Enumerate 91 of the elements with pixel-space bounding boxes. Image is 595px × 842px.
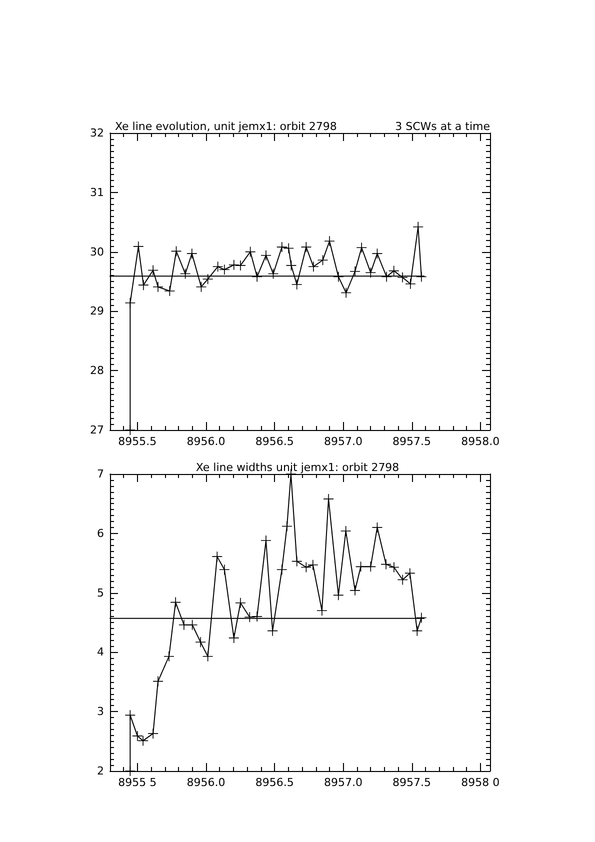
point (219, 564, 230, 575)
point (416, 612, 426, 623)
y-tick-label: 3 (97, 705, 104, 718)
point (186, 248, 197, 259)
chart-title: Xe line widths unit jemx1: orbit 2798 (196, 461, 400, 474)
point (125, 766, 136, 776)
point (268, 626, 278, 636)
y-tick-label: 29 (90, 304, 104, 318)
point (308, 560, 318, 570)
point (333, 272, 344, 282)
point (138, 280, 148, 290)
point (228, 260, 239, 270)
chart-title: Xe line evolution, unit jemx1: orbit 2798 (115, 120, 337, 133)
point (372, 522, 382, 532)
point (228, 632, 239, 643)
x-tick-label: 8955 5 (118, 776, 157, 789)
point (388, 562, 399, 572)
point (382, 272, 392, 282)
point (416, 272, 426, 282)
x-tick-label: 8956.0 (186, 435, 226, 448)
point (318, 255, 328, 266)
x-tick-label: 8956.0 (186, 776, 226, 789)
y-tick-label: 4 (97, 646, 104, 659)
point (125, 298, 136, 308)
point (235, 598, 246, 608)
point (212, 262, 223, 272)
y-tick-label: 32 (90, 126, 104, 140)
chart-subtitle: 3 SCWs at a time (395, 120, 490, 133)
y-tick-label: 27 (90, 424, 104, 436)
point (282, 521, 292, 532)
point (196, 637, 206, 648)
point (341, 288, 352, 298)
point (202, 274, 213, 284)
point (212, 552, 222, 562)
point (133, 241, 144, 252)
point (202, 651, 213, 662)
point (308, 262, 318, 272)
point (381, 559, 392, 570)
point (366, 268, 376, 278)
x-tick-label: 8957.0 (324, 776, 362, 789)
x-tick-label: 8958.0 (461, 435, 500, 448)
point (164, 286, 175, 296)
point (153, 282, 164, 292)
y-tick-label: 7 (97, 468, 104, 480)
point (333, 590, 344, 600)
point (276, 242, 287, 252)
point (292, 279, 302, 290)
point (132, 730, 142, 741)
point (187, 620, 198, 630)
x-tick-label: 8956.5 (255, 776, 294, 789)
point (350, 266, 360, 276)
point (138, 736, 148, 746)
y-tick-label: 30 (90, 245, 104, 258)
point (372, 248, 382, 259)
point (276, 564, 287, 575)
x-tick-label: 8957.5 (392, 435, 432, 448)
y-tick-label: 5 (97, 586, 104, 600)
point (235, 260, 246, 270)
point (301, 242, 312, 252)
point (405, 278, 416, 289)
x-tick-label: 8955.5 (118, 435, 157, 448)
point (148, 265, 158, 276)
point (316, 606, 327, 616)
point (153, 676, 164, 686)
point (260, 250, 271, 260)
point (170, 597, 181, 608)
x-tick-label: 8957.0 (324, 435, 362, 448)
point (324, 236, 334, 246)
point (366, 562, 376, 572)
point (340, 526, 351, 536)
y-tick-label: 6 (97, 526, 104, 540)
point (148, 728, 158, 739)
point (286, 260, 296, 270)
point (397, 272, 408, 282)
x-tick-label: 8956.5 (255, 435, 294, 448)
point (125, 425, 136, 435)
point (252, 612, 262, 622)
point (219, 264, 230, 275)
point (350, 585, 360, 596)
point (356, 242, 367, 253)
y-tick-label: 31 (90, 186, 104, 199)
point (178, 620, 189, 630)
point (164, 651, 174, 662)
point (284, 243, 294, 254)
y-tick-label: 2 (97, 764, 104, 778)
point (252, 272, 262, 282)
point (398, 574, 408, 585)
y-tick-label: 28 (90, 364, 104, 378)
point (404, 568, 415, 578)
x-tick-label: 8957.5 (392, 776, 432, 789)
x-tick-label: 8958 0 (461, 776, 500, 789)
